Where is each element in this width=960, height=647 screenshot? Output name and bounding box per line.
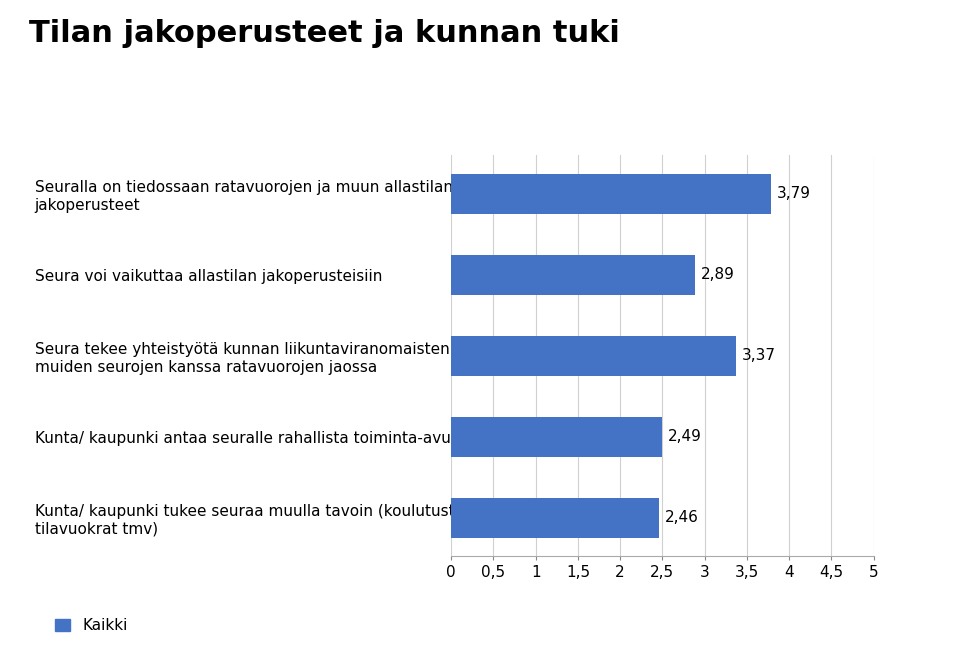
Bar xyxy=(451,498,659,538)
Bar xyxy=(451,254,695,295)
Text: Tilan jakoperusteet ja kunnan tuki: Tilan jakoperusteet ja kunnan tuki xyxy=(29,19,619,49)
Text: 3,79: 3,79 xyxy=(778,186,811,201)
Bar xyxy=(451,173,772,214)
Text: 3,37: 3,37 xyxy=(742,348,776,364)
Text: 2,46: 2,46 xyxy=(665,510,699,525)
Text: 2,89: 2,89 xyxy=(701,267,735,282)
Bar xyxy=(451,336,736,376)
Bar xyxy=(451,417,661,457)
Text: 2,49: 2,49 xyxy=(667,430,702,444)
Legend: Kaikki: Kaikki xyxy=(49,612,134,639)
